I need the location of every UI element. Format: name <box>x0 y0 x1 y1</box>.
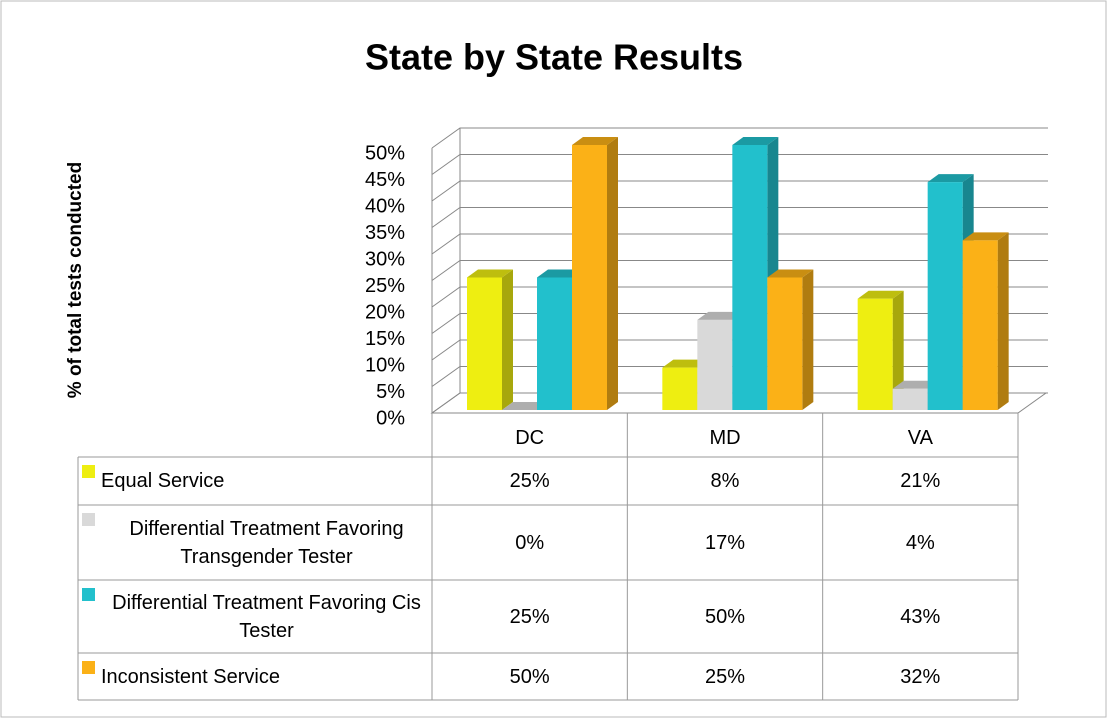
bar <box>697 319 733 410</box>
grid-line <box>431 339 1048 361</box>
legend-label: Equal Service <box>101 470 225 492</box>
legend-swatch <box>82 513 95 526</box>
y-tick-label: 5% <box>376 381 405 403</box>
legend-swatch <box>82 661 95 674</box>
bar <box>537 277 572 410</box>
data-label: 25% <box>509 470 550 492</box>
legend-entry: Inconsistent Service <box>78 653 432 700</box>
y-tick-label: 50% <box>365 142 405 164</box>
data-label: 4% <box>905 531 935 554</box>
bar-top <box>927 174 974 183</box>
data-label: 25% <box>509 605 550 628</box>
y-tick-label: 30% <box>365 248 405 270</box>
data-label: 32% <box>900 665 941 688</box>
data-label: 50% <box>704 605 745 628</box>
bar-top <box>467 269 513 278</box>
grid-line <box>431 127 1048 149</box>
x-tick-label: MD <box>709 427 741 449</box>
y-tick-label: 0% <box>376 407 405 429</box>
bar <box>767 277 803 410</box>
chart-title: State by State Results <box>365 37 743 78</box>
legend-entry: Differential Treatment Favoring Cis Test… <box>78 580 432 653</box>
bar <box>662 367 698 410</box>
bar-top <box>537 269 583 278</box>
grid-line <box>431 286 1048 308</box>
legend-entry: Differential Treatment Favoring Transgen… <box>78 505 432 580</box>
grid-line <box>431 207 1048 228</box>
grid-line <box>431 313 1048 334</box>
data-label: 17% <box>704 531 745 554</box>
grid-line <box>431 233 1048 255</box>
data-label: 25% <box>704 665 745 688</box>
grid-line <box>431 154 1048 175</box>
bar <box>857 298 893 410</box>
data-label: 0% <box>515 531 545 554</box>
legend-label: Inconsistent Service <box>101 665 280 688</box>
y-tick-label: 45% <box>365 169 405 191</box>
legend-label: Differential Treatment Favoring Cis Test… <box>112 591 421 642</box>
bar-top <box>857 290 904 299</box>
bar-side <box>892 290 904 410</box>
legend-swatch <box>82 588 95 601</box>
bar-side <box>997 232 1009 410</box>
bar-side <box>607 137 618 410</box>
bar <box>892 388 928 410</box>
legend-entry: Equal Service <box>78 457 432 505</box>
bar-side <box>502 269 513 410</box>
grid-line <box>431 392 1048 414</box>
legend-label: Differential Treatment Favoring Transgen… <box>129 517 404 568</box>
bar-top <box>572 137 618 145</box>
bar-side <box>802 269 814 410</box>
bar-top <box>767 269 814 278</box>
grid-line <box>431 260 1048 281</box>
legend-swatch <box>82 465 95 478</box>
x-tick-label: VA <box>907 427 933 449</box>
bar <box>962 240 998 410</box>
bar-top <box>502 402 548 410</box>
x-tick-label: DC <box>515 427 545 449</box>
data-label: 21% <box>900 470 941 492</box>
y-tick-label: 40% <box>365 195 405 217</box>
bar-top <box>732 137 779 145</box>
data-label: 8% <box>710 470 740 492</box>
y-tick-label: 35% <box>365 222 405 244</box>
y-tick-label: 15% <box>365 328 405 350</box>
bar-top <box>962 232 1009 241</box>
grid-line <box>431 180 1048 202</box>
bar <box>927 182 963 410</box>
y-tick-label: 10% <box>365 354 405 376</box>
y-tick-label: 20% <box>365 301 405 323</box>
bar <box>732 145 768 410</box>
bar-top <box>892 380 939 389</box>
bar-top <box>697 311 744 320</box>
bar <box>572 145 607 410</box>
grid-line <box>431 366 1048 387</box>
y-axis-title: % of total tests conducted <box>65 162 86 398</box>
y-tick-label: 25% <box>365 275 405 297</box>
bar-top <box>662 359 709 368</box>
bar <box>467 277 502 410</box>
data-label: 50% <box>509 665 550 688</box>
data-label: 43% <box>900 605 941 628</box>
